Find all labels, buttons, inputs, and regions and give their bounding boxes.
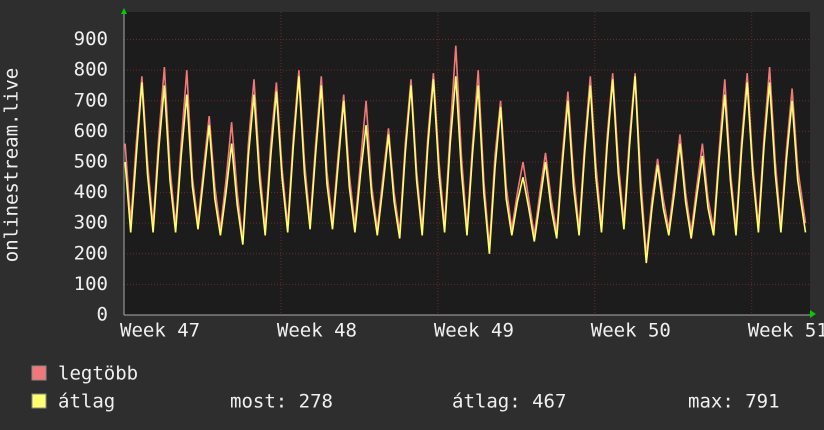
- y-tick-label: 0: [97, 304, 108, 326]
- axis-arrow: [810, 310, 816, 318]
- legend-swatch: [31, 393, 47, 409]
- y-tick-label: 900: [74, 28, 108, 50]
- legend-swatch: [31, 365, 47, 381]
- y-tick-label: 800: [74, 59, 108, 81]
- legend-label: átlag: [58, 391, 115, 413]
- y-tick-label: 700: [74, 89, 108, 111]
- y-tick-label: 300: [74, 212, 108, 234]
- series-line: [124, 45, 807, 257]
- legend-stat: most: 278: [230, 391, 333, 413]
- y-tick-label: 400: [74, 181, 108, 203]
- y-axis-label: onlinestream.live: [1, 68, 23, 262]
- x-tick-label: Week 51: [748, 320, 824, 342]
- legend-label: legtöbb: [58, 363, 138, 385]
- plot-area: [124, 12, 810, 315]
- x-tick-label: Week 50: [591, 320, 671, 342]
- legend-stat: átlag: 467: [452, 391, 566, 413]
- y-tick-label: 100: [74, 273, 108, 295]
- legend-stat: max: 791: [688, 391, 780, 413]
- y-tick-label: 600: [74, 120, 108, 142]
- y-tick-label: 500: [74, 150, 108, 172]
- series-line: [124, 76, 807, 264]
- x-tick-label: Week 48: [277, 320, 357, 342]
- y-tick-label: 200: [74, 242, 108, 264]
- axis-arrow: [121, 8, 127, 14]
- x-tick-label: Week 47: [120, 320, 200, 342]
- x-tick-label: Week 49: [434, 320, 514, 342]
